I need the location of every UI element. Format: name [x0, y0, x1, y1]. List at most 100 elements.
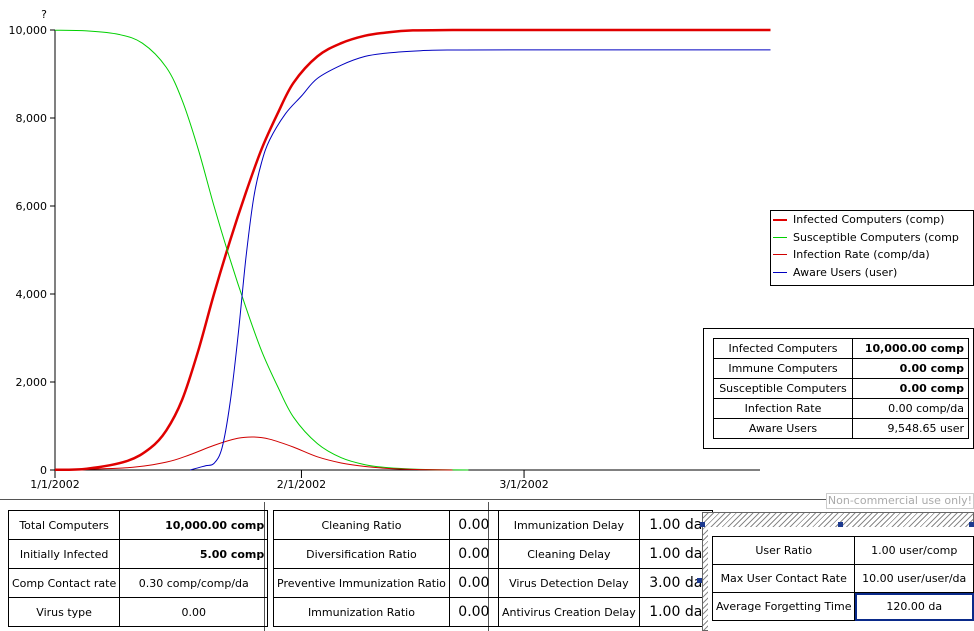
- param-label: User Ratio: [711, 536, 856, 565]
- legend-label: Aware Users (user): [793, 265, 898, 279]
- delay-parameters-table: Immunization Delay 1.00 da Cleaning Delay…: [498, 510, 713, 627]
- contact-rate-input[interactable]: 0.30 comp/comp/da: [119, 568, 269, 598]
- table-row: Antivirus Creation Delay 1.00 da: [498, 597, 713, 627]
- param-label: Total Computers: [7, 510, 121, 540]
- param-label: Antivirus Creation Delay: [498, 597, 640, 627]
- param-label: Immunization Ratio: [273, 597, 450, 627]
- table-row: Comp Contact rate 0.30 comp/comp/da: [7, 568, 269, 598]
- legend-label: Susceptible Computers (comp: [793, 230, 959, 244]
- table-row: Diversification Ratio 0.00: [273, 539, 499, 569]
- param-label: Average Forgetting Time: [711, 592, 856, 621]
- panel-divider: [0, 499, 826, 500]
- user-ratio-input[interactable]: 1.00 user/comp: [854, 536, 974, 565]
- series-line-2: [54, 436, 453, 471]
- computer-parameters-table: Total Computers 10,000.00 comp Initially …: [7, 510, 269, 627]
- diversification-ratio-input[interactable]: 0.00: [448, 539, 499, 569]
- table-row: User Ratio 1.00 user/comp: [711, 536, 974, 565]
- table-row: Total Computers 10,000.00 comp: [7, 510, 269, 540]
- legend-swatch: [773, 236, 787, 238]
- table-row: Virus type 0.00: [7, 597, 269, 627]
- legend-swatch: [773, 218, 787, 221]
- chart-series: [54, 28, 771, 472]
- cleaning-delay-input[interactable]: 1.00 da: [638, 539, 713, 569]
- result-label: Infected Computers: [713, 338, 853, 359]
- table-row: Max User Contact Rate 10.00 user/user/da: [711, 564, 974, 593]
- legend-label: Infection Rate (comp/da): [793, 248, 930, 262]
- result-label: Aware Users: [713, 418, 853, 439]
- legend-item: Aware Users (user): [771, 264, 973, 282]
- average-forgetting-time-input[interactable]: 120.00 da: [854, 592, 974, 621]
- legend-swatch: [773, 271, 787, 273]
- antivirus-creation-delay-input[interactable]: 1.00 da: [638, 597, 713, 627]
- results-table: Infected Computers 10,000.00 comp Immune …: [713, 338, 969, 439]
- watermark: Non-commercial use only!: [826, 493, 974, 509]
- table-row: Immunization Delay 1.00 da: [498, 510, 713, 540]
- table-row: Virus Detection Delay 3.00 da: [498, 568, 713, 598]
- table-row: Preventive Immunization Ratio 0.00: [273, 568, 499, 598]
- y-tick-label: 8,000: [16, 112, 48, 125]
- table-row: Cleaning Ratio 0.00: [273, 510, 499, 540]
- x-tick-label: 3/1/2002: [499, 478, 548, 491]
- resize-handle[interactable]: [838, 522, 843, 527]
- series-line-0: [54, 28, 771, 472]
- table-row: Infection Rate 0.00 comp/da: [713, 398, 969, 419]
- user-parameters-table: User Ratio 1.00 user/comp Max User Contac…: [711, 536, 974, 621]
- initially-infected-input[interactable]: 5.00 comp: [119, 539, 269, 569]
- resize-handle[interactable]: [969, 522, 974, 527]
- result-label: Immune Computers: [713, 358, 853, 379]
- table-row: Infected Computers 10,000.00 comp: [713, 338, 969, 359]
- immunization-ratio-input[interactable]: 0.00: [448, 597, 499, 627]
- param-label: Initially Infected: [7, 539, 121, 569]
- y-tick-label: 4,000: [16, 288, 48, 301]
- y-tick-label: 10,000: [9, 24, 48, 37]
- chart-legend: Infected Computers (comp) Susceptible Co…: [770, 210, 974, 286]
- series-line-3: [190, 49, 771, 471]
- resize-handle[interactable]: [700, 522, 705, 527]
- table-row: Susceptible Computers 0.00 comp: [713, 378, 969, 399]
- param-label: Virus type: [7, 597, 121, 627]
- cleaning-ratio-input[interactable]: 0.00: [448, 510, 499, 540]
- max-user-contact-rate-input[interactable]: 10.00 user/user/da: [854, 564, 974, 593]
- result-value: 0.00 comp: [852, 358, 969, 379]
- virus-detection-delay-input[interactable]: 3.00 da: [638, 568, 713, 598]
- param-label: Virus Detection Delay: [498, 568, 640, 598]
- param-label: Diversification Ratio: [273, 539, 450, 569]
- simulation-chart: ? 0 2,000 4,000 6,000 8,000 10,000 1/1/2002 2/1/…: [9, 8, 771, 491]
- x-tick-label: 2/1/2002: [277, 478, 326, 491]
- legend-item: Infection Rate (comp/da): [771, 246, 973, 264]
- param-label: Comp Contact rate: [7, 568, 121, 598]
- param-label: Max User Contact Rate: [711, 564, 856, 593]
- table-row: Initially Infected 5.00 comp: [7, 539, 269, 569]
- x-tick-label: 1/1/2002: [30, 478, 79, 491]
- chart-axes: ? 0 2,000 4,000 6,000 8,000 10,000 1/1/2002 2/1/…: [9, 8, 760, 491]
- virus-type-input[interactable]: 0.00: [119, 597, 269, 627]
- legend-item: Susceptible Computers (comp: [771, 229, 973, 247]
- y-tick-label: 6,000: [16, 200, 48, 213]
- y-unit-label: ?: [41, 8, 47, 21]
- result-label: Susceptible Computers: [713, 378, 853, 399]
- table-row: Average Forgetting Time 120.00 da: [711, 592, 974, 621]
- resize-handle[interactable]: [697, 578, 702, 583]
- result-value: 9,548.65 user: [852, 418, 969, 439]
- param-label: Preventive Immunization Ratio: [273, 568, 450, 598]
- series-line-1: [54, 29, 469, 471]
- immunization-ratios-table: Cleaning Ratio 0.00 Diversification Ratio…: [273, 510, 499, 627]
- legend-label: Infected Computers (comp): [793, 213, 945, 227]
- param-label: Immunization Delay: [498, 510, 640, 540]
- preventive-immunization-ratio-input[interactable]: 0.00: [448, 568, 499, 598]
- y-tick-label: 0: [40, 464, 47, 477]
- table-row: Immune Computers 0.00 comp: [713, 358, 969, 379]
- result-value: 0.00 comp: [852, 378, 969, 399]
- results-table-panel: Infected Computers 10,000.00 comp Immune …: [703, 328, 974, 449]
- param-label: Cleaning Ratio: [273, 510, 450, 540]
- result-value: 10,000.00 comp: [852, 338, 969, 359]
- table-row: Aware Users 9,548.65 user: [713, 418, 969, 439]
- result-label: Infection Rate: [713, 398, 853, 419]
- table-row: Cleaning Delay 1.00 da: [498, 539, 713, 569]
- result-value: 0.00 comp/da: [852, 398, 969, 419]
- total-computers-input[interactable]: 10,000.00 comp: [119, 510, 269, 540]
- legend-item: Infected Computers (comp): [771, 211, 973, 229]
- y-tick-label: 2,000: [16, 376, 48, 389]
- table-row: Immunization Ratio 0.00: [273, 597, 499, 627]
- legend-swatch: [773, 254, 787, 256]
